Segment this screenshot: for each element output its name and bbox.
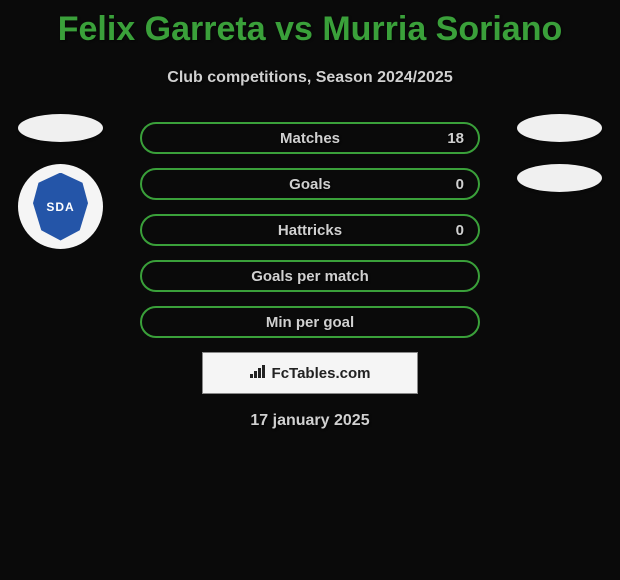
- comparison-area: SDA Matches 18 Goals 0 Hattricks 0 Goals…: [0, 122, 620, 338]
- stats-container: Matches 18 Goals 0 Hattricks 0 Goals per…: [140, 122, 480, 338]
- page-subtitle: Club competitions, Season 2024/2025: [0, 69, 620, 87]
- stat-row-hattricks: Hattricks 0: [140, 214, 480, 246]
- flag-icon-left: [18, 114, 103, 142]
- brand-label: FcTables.com: [250, 364, 371, 382]
- stat-label: Min per goal: [266, 314, 354, 331]
- brand-attribution[interactable]: FcTables.com: [202, 352, 418, 394]
- club-badge-left: SDA: [18, 164, 103, 249]
- stat-value: 18: [447, 130, 464, 147]
- chart-bars-icon: [250, 364, 268, 382]
- stat-row-matches: Matches 18: [140, 122, 480, 154]
- club-shield-icon: SDA: [33, 173, 88, 241]
- club-badge-text: SDA: [46, 200, 74, 214]
- stat-value: 0: [456, 222, 464, 239]
- stat-row-min-per-goal: Min per goal: [140, 306, 480, 338]
- player-right-column: [517, 114, 602, 214]
- footer-date: 17 january 2025: [0, 412, 620, 430]
- stat-label: Goals: [289, 176, 331, 193]
- flag-icon-right-1: [517, 114, 602, 142]
- brand-name: FcTables.com: [272, 365, 371, 382]
- stat-label: Goals per match: [251, 268, 369, 285]
- stat-label: Hattricks: [278, 222, 342, 239]
- stat-value: 0: [456, 176, 464, 193]
- page-title: Felix Garreta vs Murria Soriano: [0, 0, 620, 49]
- player-left-column: SDA: [18, 114, 103, 249]
- stat-label: Matches: [280, 130, 340, 147]
- flag-icon-right-2: [517, 164, 602, 192]
- stat-row-goals-per-match: Goals per match: [140, 260, 480, 292]
- stat-row-goals: Goals 0: [140, 168, 480, 200]
